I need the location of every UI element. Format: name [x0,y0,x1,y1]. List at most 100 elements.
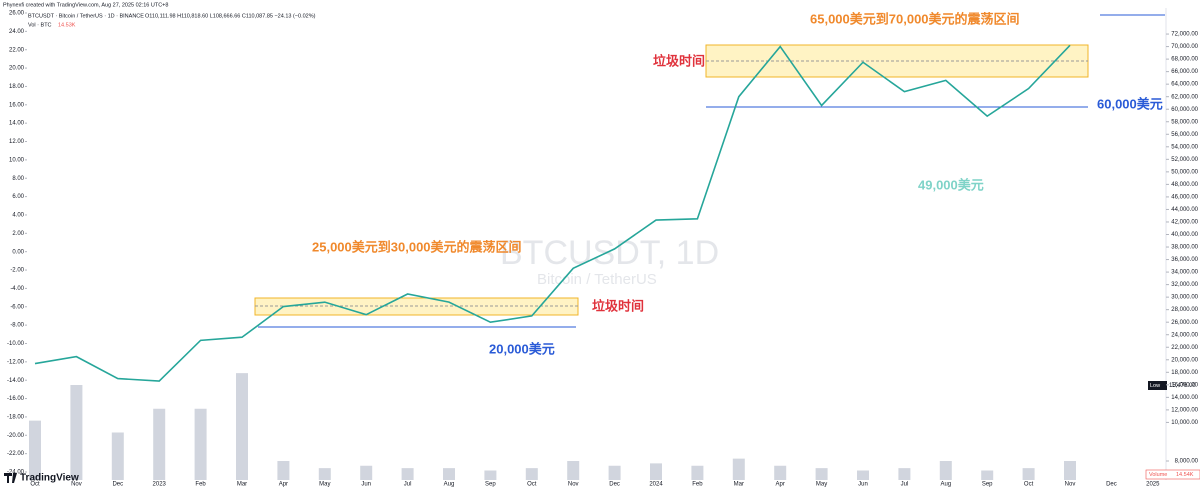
volume-bar [401,468,414,480]
x-tick-label: 2023 [153,482,167,487]
x-tick-label: Sep [485,482,496,487]
y-tick-label: 46,000.00 [1171,194,1198,200]
annotation: 60,000美元 [1097,96,1163,111]
volume-tick-label: 8,000.00 [1175,459,1199,465]
y2-tick-label: 2.00 [12,231,24,237]
volume-bar [236,373,248,480]
volume-bar [608,465,621,480]
y2-tick-label: 26.00 [9,11,25,17]
y2-tick-label: -4.00 [10,286,24,292]
y2-tick-label: 12.00 [9,139,25,145]
y-tick-label: 68,000.00 [1171,57,1198,63]
logo: TradingView [20,473,79,484]
annotation: 65,000美元到70,000美元的震荡区间 [810,11,1020,26]
x-tick-label: Sep [982,482,993,487]
volume-bar [318,468,331,480]
y2-tick-label: -14.00 [7,378,25,384]
annotation: 垃圾时间 [592,298,644,313]
volume-bar [443,468,455,480]
y-tick-label: 20,000.00 [1171,357,1198,363]
y-tick-label: 32,000.00 [1171,282,1198,288]
x-tick-label: Jun [858,482,868,487]
x-tick-label: Dec [1106,482,1117,487]
watermark-sub: Bitcoin / TetherUS [537,271,657,288]
y2-tick-label: -10.00 [7,341,25,347]
watermark: BTCUSDT, 1D [500,234,719,272]
x-tick-label: Aug [940,482,951,487]
y2-tick-label: -16.00 [7,396,25,402]
plot [29,44,1076,480]
volume-bar [360,465,373,480]
x-tick-label: Nov [71,482,82,487]
y-tick-label: 54,000.00 [1171,144,1198,150]
y2-tick-label: 6.00 [12,194,24,200]
x-tick-label: Mar [237,482,247,487]
y2-tick-label: -22.00 [7,451,25,457]
y2-tick-label: 8.00 [12,176,24,182]
annotation: 20,000美元 [489,341,555,356]
y-tick-label: 38,000.00 [1171,245,1198,251]
credit: Phynexfi created with TradingView.com, A… [3,2,168,8]
volume-bar [194,408,207,480]
volume-bar [153,408,166,480]
x-tick-label: May [319,482,330,487]
y-tick-label: 40,000.00 [1171,232,1198,238]
y-tick-label: 10,000.00 [1171,420,1198,426]
x-tick-label: Oct [30,482,40,487]
y-tick-label: 62,000.00 [1171,94,1198,100]
vol-label: Vol · BTC [28,22,52,28]
x-tick-label: 2025 [1146,482,1160,487]
volume-bar [111,432,124,480]
y-tick-label: 66,000.00 [1171,69,1198,75]
volume-bar [939,461,952,480]
y-tick-label: 48,000.00 [1171,182,1198,188]
x-tick-label: Oct [527,482,537,487]
y-tick-label: 50,000.00 [1171,169,1198,175]
volume-bar [484,470,497,480]
y2-tick-label: -18.00 [7,414,25,420]
y-tick-label: 16,000.00 [1171,382,1198,388]
y-tick-label: 60,000.00 [1171,107,1198,113]
x-tick-label: Mar [734,482,744,487]
y-tick-label: 36,000.00 [1171,257,1198,263]
x-tick-label: Jul [404,482,412,487]
volume-bar [650,463,662,480]
x-tick-label: May [816,482,827,487]
y-tick-label: 28,000.00 [1171,307,1198,313]
x-tick-label: Nov [1065,482,1076,487]
volume-tag [1145,469,1200,480]
low-tag [1148,381,1167,390]
y2-tick-label: 20.00 [9,66,25,72]
y2-tick-label: -24.00 [7,470,25,476]
y-tick-label: 22,000.00 [1171,345,1198,351]
x-tick-label: Apr [776,482,785,487]
y2-tick-label: 16.00 [9,102,25,108]
y2-tick-label: -12.00 [7,359,25,365]
volume-bar [774,465,787,480]
price-line [34,44,1071,382]
annotation: 49,000美元 [918,177,984,192]
y-tick-label: 30,000.00 [1171,295,1198,301]
y2-tick-label: 22.00 [9,47,25,53]
volume-bar [277,461,290,480]
y-tick-label: 24,000.00 [1171,332,1198,338]
annotation: 垃圾时间 [653,53,705,68]
x-tick-label: Aug [444,482,455,487]
y-tick-label: 26,000.00 [1171,320,1198,326]
y2-tick-label: 0.00 [12,249,24,255]
y-tick-label: 14,000.00 [1171,395,1198,401]
volume-label: Volume [1149,472,1167,478]
y-tick-label: 70,000.00 [1171,44,1198,50]
y2-tick-label: 14.00 [9,121,25,127]
volume-bar [567,461,580,480]
volume-bar [1022,468,1035,480]
y-tick-label: 58,000.00 [1171,119,1198,125]
y2-tick-label: 10.00 [9,157,25,163]
x-tick-label: Feb [692,482,703,487]
y2-tick-label: 24.00 [9,29,25,35]
ohlc: O110,111.98 H110,818.60 L108,666.66 C110… [145,13,316,19]
y2-tick-label: 18.00 [9,84,25,90]
y-tick-label: 72,000.00 [1171,32,1198,38]
symbol: BTCUSDT · Bitcoin / TetherUS · 1D · BINA… [28,13,144,19]
